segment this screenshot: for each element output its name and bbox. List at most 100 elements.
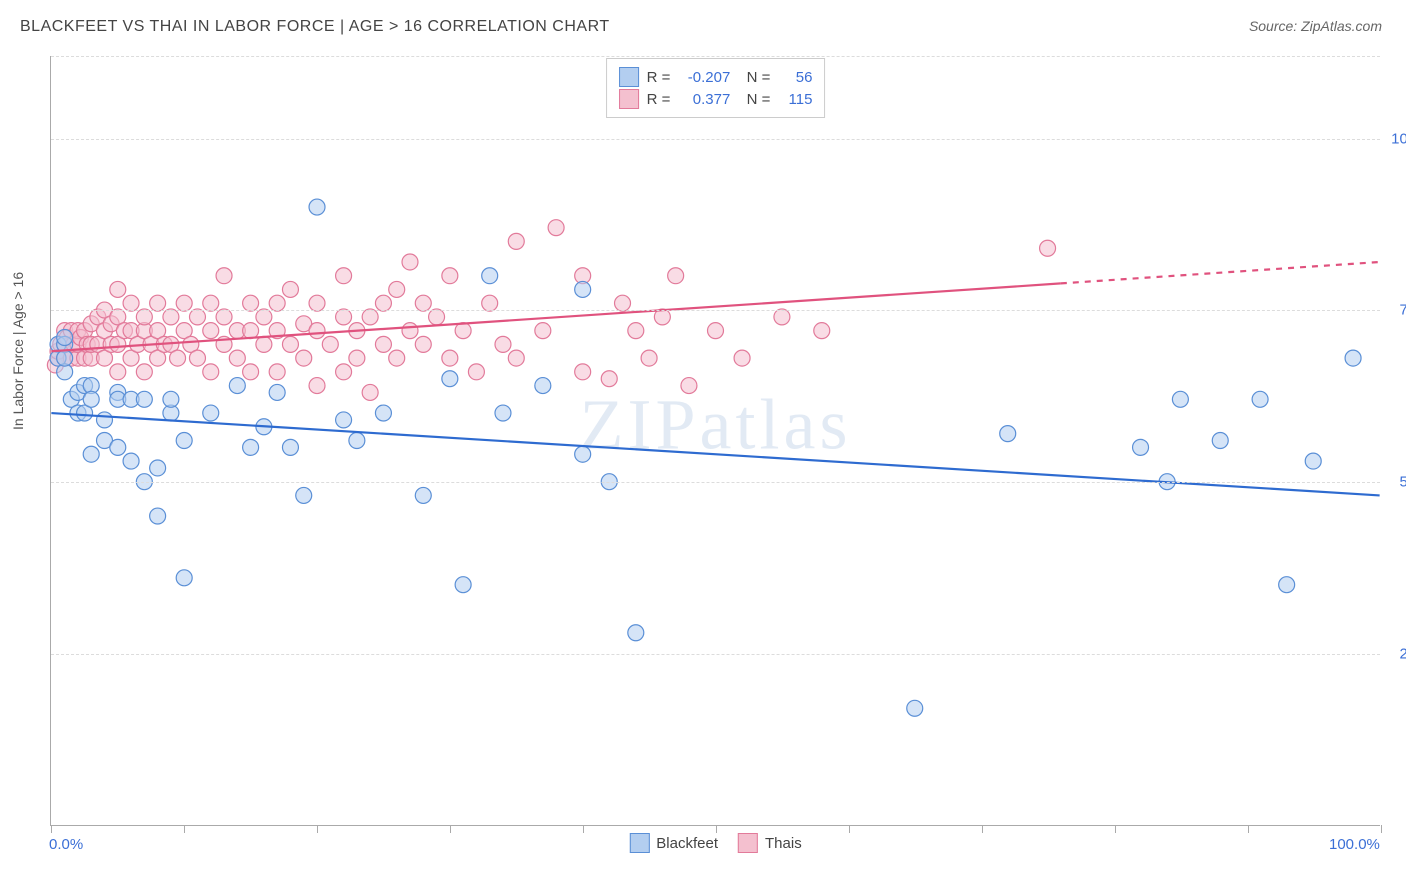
scatter-point	[389, 281, 405, 297]
scatter-point	[336, 412, 352, 428]
scatter-point	[907, 700, 923, 716]
legend-label: Blackfeet	[656, 835, 718, 852]
legend-swatch	[619, 89, 639, 109]
legend-N-label: N =	[738, 69, 770, 86]
scatter-point	[1133, 439, 1149, 455]
xtick	[583, 825, 584, 833]
legend-stats: R = -0.207 N = 56 R = 0.377 N = 115	[606, 58, 826, 118]
scatter-point	[389, 350, 405, 366]
trend-line-dashed	[1061, 262, 1380, 283]
xtick	[1115, 825, 1116, 833]
scatter-point	[296, 487, 312, 503]
legend-R-value: -0.207	[678, 69, 730, 86]
scatter-point	[243, 364, 259, 380]
scatter-point	[336, 364, 352, 380]
chart-title: BLACKFEET VS THAI IN LABOR FORCE | AGE >…	[20, 18, 1386, 36]
legend-item: Thais	[738, 833, 802, 853]
scatter-point	[243, 323, 259, 339]
gridline-h	[51, 482, 1380, 483]
scatter-point	[628, 323, 644, 339]
xtick	[849, 825, 850, 833]
scatter-point	[415, 295, 431, 311]
y-axis-label: In Labor Force | Age > 16	[10, 272, 26, 430]
scatter-point	[282, 439, 298, 455]
scatter-point	[442, 350, 458, 366]
scatter-point	[150, 508, 166, 524]
scatter-point	[375, 336, 391, 352]
scatter-point	[336, 268, 352, 284]
scatter-point	[442, 371, 458, 387]
xtick	[716, 825, 717, 833]
scatter-point	[508, 350, 524, 366]
scatter-point	[535, 323, 551, 339]
scatter-point	[269, 364, 285, 380]
scatter-point	[349, 433, 365, 449]
scatter-point	[535, 378, 551, 394]
scatter-point	[482, 268, 498, 284]
scatter-point	[495, 405, 511, 421]
scatter-point	[1252, 391, 1268, 407]
xtick	[51, 825, 52, 833]
scatter-point	[57, 330, 73, 346]
scatter-point	[123, 295, 139, 311]
scatter-point	[362, 384, 378, 400]
scatter-point	[110, 281, 126, 297]
scatter-point	[1345, 350, 1361, 366]
scatter-point	[575, 281, 591, 297]
scatter-point	[123, 453, 139, 469]
scatter-point	[203, 295, 219, 311]
ytick-label: 100.0%	[1386, 130, 1406, 147]
scatter-point	[1279, 577, 1295, 593]
legend-N-label: N =	[738, 91, 770, 108]
xtick	[1248, 825, 1249, 833]
scatter-point	[495, 336, 511, 352]
scatter-point	[83, 446, 99, 462]
scatter-point	[575, 364, 591, 380]
legend-label: Thais	[765, 835, 802, 852]
scatter-point	[97, 412, 113, 428]
legend-swatch	[619, 67, 639, 87]
scatter-point	[256, 336, 272, 352]
scatter-point	[216, 268, 232, 284]
scatter-point	[575, 446, 591, 462]
title-bar: BLACKFEET VS THAI IN LABOR FORCE | AGE >…	[20, 18, 1386, 48]
scatter-point	[734, 350, 750, 366]
scatter-point	[508, 233, 524, 249]
scatter-point	[455, 577, 471, 593]
scatter-point	[110, 364, 126, 380]
scatter-point	[402, 254, 418, 270]
scatter-point	[668, 268, 684, 284]
chart-container: BLACKFEET VS THAI IN LABOR FORCE | AGE >…	[0, 0, 1406, 892]
scatter-point	[1212, 433, 1228, 449]
scatter-point	[229, 350, 245, 366]
scatter-point	[296, 350, 312, 366]
scatter-point	[57, 350, 73, 366]
legend-swatch	[738, 833, 758, 853]
ytick-label: 50.0%	[1386, 474, 1406, 491]
legend-item: Blackfeet	[629, 833, 718, 853]
scatter-point	[814, 323, 830, 339]
scatter-point	[282, 336, 298, 352]
scatter-point	[203, 405, 219, 421]
scatter-point	[1040, 240, 1056, 256]
scatter-point	[176, 570, 192, 586]
scatter-point	[322, 336, 338, 352]
xtick-label: 0.0%	[49, 836, 83, 853]
ytick-label: 25.0%	[1386, 646, 1406, 663]
scatter-point	[615, 295, 631, 311]
scatter-point	[681, 378, 697, 394]
scatter-point	[375, 405, 391, 421]
scatter-point	[468, 364, 484, 380]
gridline-h	[51, 56, 1380, 57]
legend-R-label: R =	[647, 69, 671, 86]
scatter-point	[243, 295, 259, 311]
gridline-h	[51, 310, 1380, 311]
scatter-point	[1000, 426, 1016, 442]
scatter-point	[269, 295, 285, 311]
legend-N-value: 56	[778, 69, 812, 86]
scatter-point	[548, 220, 564, 236]
scatter-point	[641, 350, 657, 366]
scatter-point	[150, 295, 166, 311]
legend-R-label: R =	[647, 91, 671, 108]
scatter-point	[309, 378, 325, 394]
